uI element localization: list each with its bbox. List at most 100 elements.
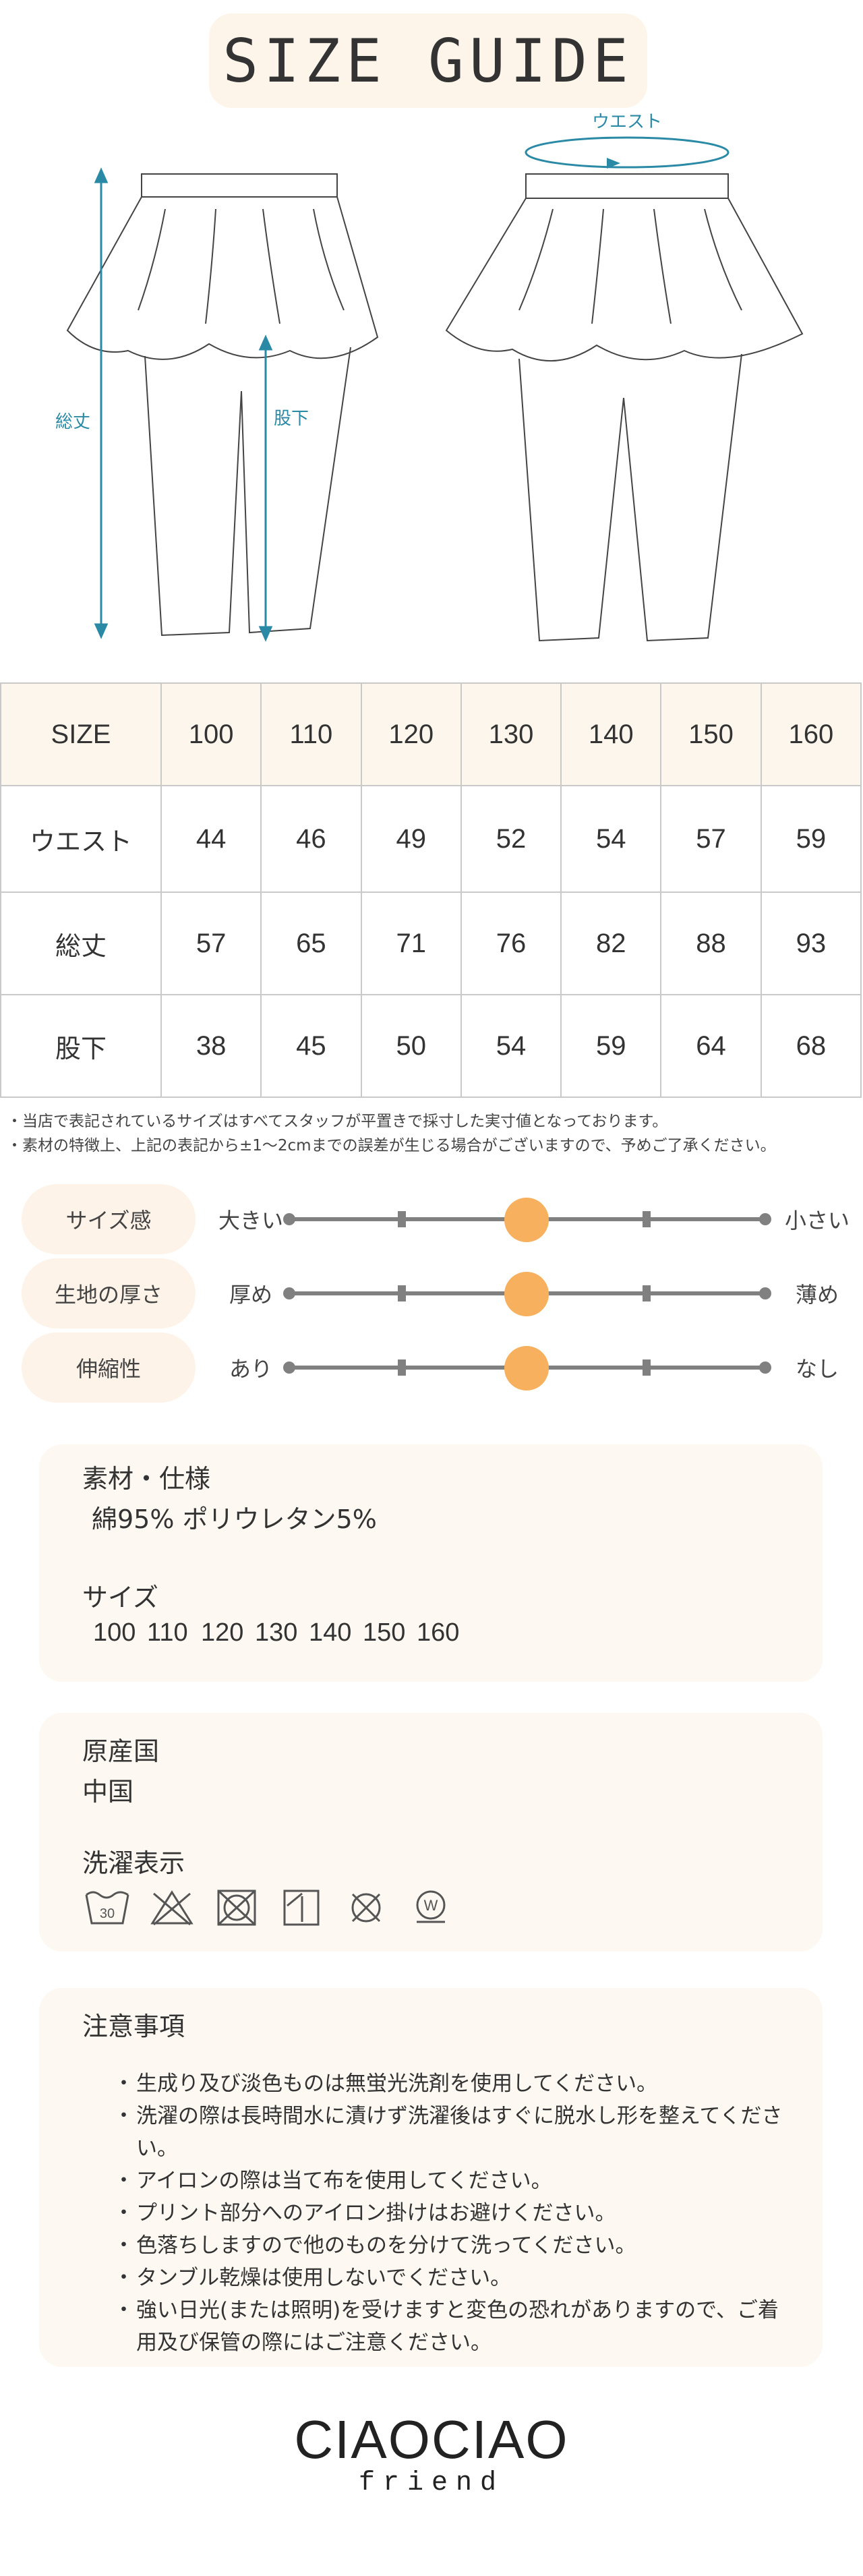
table-cell: 64 bbox=[660, 994, 762, 1098]
table-cell: 59 bbox=[760, 785, 862, 893]
feel-scale-stretch: 伸縮性 あり なし bbox=[22, 1333, 851, 1403]
size-option: 100 bbox=[93, 1618, 136, 1647]
size-option: 130 bbox=[255, 1618, 298, 1647]
scale-tick bbox=[643, 1211, 651, 1227]
front-skirt-leggings-illustration bbox=[66, 167, 379, 642]
table-header-cell: 110 bbox=[260, 682, 362, 786]
table-cell: 49 bbox=[360, 785, 462, 893]
table-row: 総丈 57 65 71 76 82 88 93 bbox=[0, 891, 862, 995]
caution-card: 注意事項 生成り及び淡色ものは無蛍光洗剤を使用してください。 洗濯の際は長時間水… bbox=[39, 1988, 823, 2367]
row-label-total-length: 総丈 bbox=[0, 891, 162, 995]
table-header-cell: 160 bbox=[760, 682, 862, 786]
table-cell: 76 bbox=[460, 891, 562, 995]
row-label-inseam: 股下 bbox=[0, 994, 162, 1098]
table-row: ウエスト 44 46 49 52 54 57 59 bbox=[0, 785, 862, 893]
scale-knob bbox=[504, 1272, 549, 1316]
waist-label: ウエスト bbox=[592, 112, 663, 132]
size-option: 160 bbox=[417, 1618, 460, 1647]
list-item: 生成り及び淡色ものは無蛍光洗剤を使用してください。 bbox=[113, 2068, 790, 2100]
table-header-cell: 150 bbox=[660, 682, 762, 786]
title-banner: SIZE GUIDE bbox=[209, 13, 647, 108]
scale-right-label: 薄め bbox=[795, 1282, 839, 1308]
scale-label: 伸縮性 bbox=[22, 1333, 196, 1403]
scale-knob bbox=[504, 1198, 549, 1242]
scale-tick bbox=[643, 1285, 651, 1301]
size-table: SIZE 100 110 120 130 140 150 160 ウエスト 44… bbox=[0, 682, 862, 1098]
scale-end-dot bbox=[283, 1213, 295, 1225]
no-tumble-dry-icon bbox=[217, 1890, 256, 1926]
list-item: 洗濯の際は長時間水に漬けず洗濯後はすぐに脱水し形を整えてください。 bbox=[113, 2100, 790, 2165]
scale-end-dot bbox=[283, 1287, 295, 1299]
table-header-cell: 140 bbox=[560, 682, 662, 786]
page-title: SIZE GUIDE bbox=[222, 26, 634, 96]
scale-left-label: 大きい bbox=[218, 1208, 283, 1233]
row-label-waist: ウエスト bbox=[0, 785, 162, 893]
table-cell: 93 bbox=[760, 891, 862, 995]
feel-scale-thickness: 生地の厚さ 厚め 薄め bbox=[22, 1258, 851, 1328]
table-header-row: SIZE 100 110 120 130 140 150 160 bbox=[0, 682, 862, 786]
scale-left-label: 厚め bbox=[229, 1282, 272, 1308]
back-skirt-leggings-illustration bbox=[445, 136, 804, 642]
size-option: 150 bbox=[363, 1618, 406, 1647]
table-header-size: SIZE bbox=[0, 682, 162, 786]
table-cell: 50 bbox=[360, 994, 462, 1098]
origin-heading: 原産国 bbox=[82, 1736, 160, 1766]
table-header-cell: 130 bbox=[460, 682, 562, 786]
note-line: ・当店で表記されているサイズはすべてスタッフが平置きで採寸した実寸値となっており… bbox=[7, 1113, 668, 1130]
line-dry-icon bbox=[283, 1890, 320, 1926]
table-header-cell: 100 bbox=[160, 682, 262, 786]
list-item: 色落ちしますので他のものを分けて洗ってください。 bbox=[113, 2229, 790, 2262]
scale-tick bbox=[643, 1359, 651, 1376]
scale-end-dot bbox=[759, 1213, 771, 1225]
caution-heading: 注意事項 bbox=[82, 2012, 185, 2041]
brand-logo-sub: friend bbox=[358, 2468, 505, 2498]
scale-end-dot bbox=[283, 1362, 295, 1374]
list-item: 強い日光(または照明)を受けますと変色の恐れがありますので、ご着用及び保管の際に… bbox=[113, 2294, 790, 2359]
wet-clean-letter: W bbox=[424, 1897, 438, 1914]
table-cell: 65 bbox=[260, 891, 362, 995]
table-cell: 68 bbox=[760, 994, 862, 1098]
brand-logo: CIAOCIAO bbox=[294, 2409, 569, 2469]
table-cell: 45 bbox=[260, 994, 362, 1098]
table-cell: 44 bbox=[160, 785, 262, 893]
care-icons: 30 W bbox=[84, 1887, 454, 1927]
origin-value: 中国 bbox=[82, 1777, 134, 1807]
size-option: 140 bbox=[309, 1618, 352, 1647]
table-row: 股下 38 45 50 54 59 64 68 bbox=[0, 994, 862, 1098]
back-diagram: ウエスト bbox=[438, 108, 816, 647]
table-cell: 88 bbox=[660, 891, 762, 995]
scale-label: サイズ感 bbox=[22, 1184, 196, 1254]
size-list: 100 110 120 130 140 150 160 bbox=[93, 1618, 471, 1647]
feel-scale-size: サイズ感 大きい 小さい bbox=[22, 1184, 851, 1254]
note-line: ・素材の特徴上、上記の表記から±1〜2cmまでの誤差が生じる場合がございますので… bbox=[7, 1137, 776, 1154]
care-heading: 洗濯表示 bbox=[82, 1848, 185, 1878]
table-cell: 54 bbox=[460, 994, 562, 1098]
table-cell: 57 bbox=[160, 891, 262, 995]
table-header-cell: 120 bbox=[360, 682, 462, 786]
measurement-notes: ・当店で表記されているサイズはすべてスタッフが平置きで採寸した実寸値となっており… bbox=[7, 1109, 776, 1158]
no-dry-clean-icon bbox=[351, 1893, 381, 1923]
scale-tick bbox=[398, 1285, 406, 1301]
table-cell: 52 bbox=[460, 785, 562, 893]
no-bleach-icon bbox=[150, 1890, 194, 1926]
front-diagram: 総丈 股下 bbox=[47, 108, 425, 647]
scale-right-label: なし bbox=[795, 1356, 839, 1382]
material-card: 素材・仕様 綿95% ポリウレタン5% サイズ 100 110 120 130 … bbox=[39, 1444, 823, 1682]
table-cell: 82 bbox=[560, 891, 662, 995]
size-option: 110 bbox=[147, 1618, 188, 1647]
scale-end-dot bbox=[759, 1362, 771, 1374]
list-item: プリント部分へのアイロン掛けはお避けください。 bbox=[113, 2197, 790, 2229]
scale-right-label: 小さい bbox=[784, 1208, 850, 1233]
table-cell: 59 bbox=[560, 994, 662, 1098]
wash-30-icon: 30 bbox=[85, 1891, 129, 1925]
table-cell: 54 bbox=[560, 785, 662, 893]
wash-temp-text: 30 bbox=[100, 1906, 115, 1921]
material-value: 綿95% ポリウレタン5% bbox=[92, 1504, 377, 1534]
material-heading: 素材・仕様 bbox=[82, 1464, 211, 1494]
table-cell: 46 bbox=[260, 785, 362, 893]
origin-card: 原産国 中国 洗濯表示 30 bbox=[39, 1713, 823, 1952]
scale-end-dot bbox=[759, 1287, 771, 1299]
table-cell: 38 bbox=[160, 994, 262, 1098]
scale-tick bbox=[398, 1211, 406, 1227]
table-cell: 71 bbox=[360, 891, 462, 995]
